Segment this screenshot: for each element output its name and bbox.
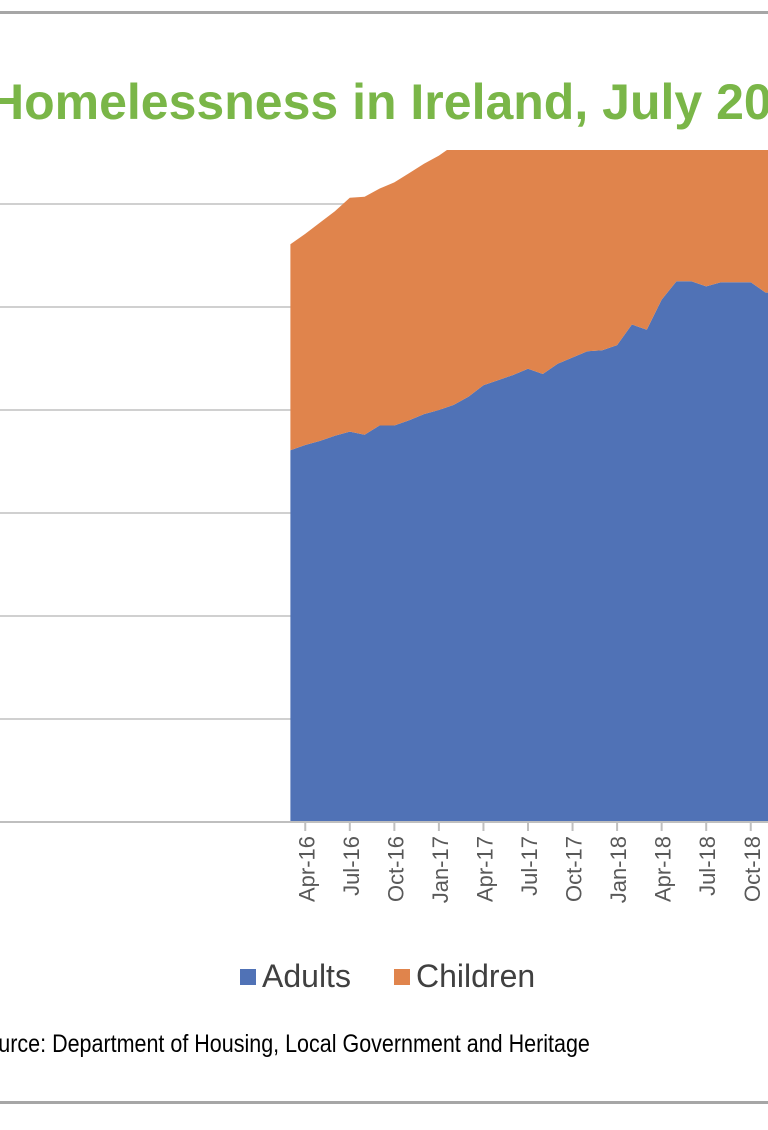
source-note: Source: Department of Housing, Local Gov… <box>0 1030 590 1058</box>
x-tick-label-Jan-17: Jan-17 <box>428 836 453 903</box>
x-tick-label-Apr-16: Apr-16 <box>294 836 319 902</box>
legend-swatch-children <box>394 968 410 985</box>
legend-item-adults: Adults <box>240 958 351 995</box>
x-tick-label-Jan-18: Jan-18 <box>606 836 631 903</box>
x-tick-label-Apr-17: Apr-17 <box>472 836 497 902</box>
x-tick-label-Apr-18: Apr-18 <box>651 836 676 902</box>
bottom-border <box>0 1101 768 1104</box>
chart-title-container: Homelessness in Ireland, July 2014-Augus… <box>0 72 768 132</box>
x-tick-label-Jul-18: Jul-18 <box>695 836 720 896</box>
x-tick-label-Oct-16: Oct-16 <box>383 836 408 902</box>
legend-item-children: Children <box>394 958 535 995</box>
legend-label-adults: Adults <box>262 958 351 994</box>
chart-title: Homelessness in Ireland, July 2014-Augus… <box>0 74 768 130</box>
legend-swatch-adults <box>240 968 256 985</box>
top-border <box>0 11 768 14</box>
legend: Adults Children <box>0 958 768 998</box>
x-tick-label-Oct-18: Oct-18 <box>740 836 765 902</box>
area-chart: Apr-16 Jul-16 Oct-16 Jan-17 Apr-17 Jul-17 Oct-… <box>0 150 768 903</box>
x-tick-label-Jul-17: Jul-17 <box>517 836 542 896</box>
legend-label-children: Children <box>416 958 536 994</box>
series-area-adults <box>290 281 768 822</box>
x-tick-label-Jul-16: Jul-16 <box>339 836 364 896</box>
series-area-children <box>290 150 768 451</box>
x-tick-label-Oct-17: Oct-17 <box>562 836 587 902</box>
